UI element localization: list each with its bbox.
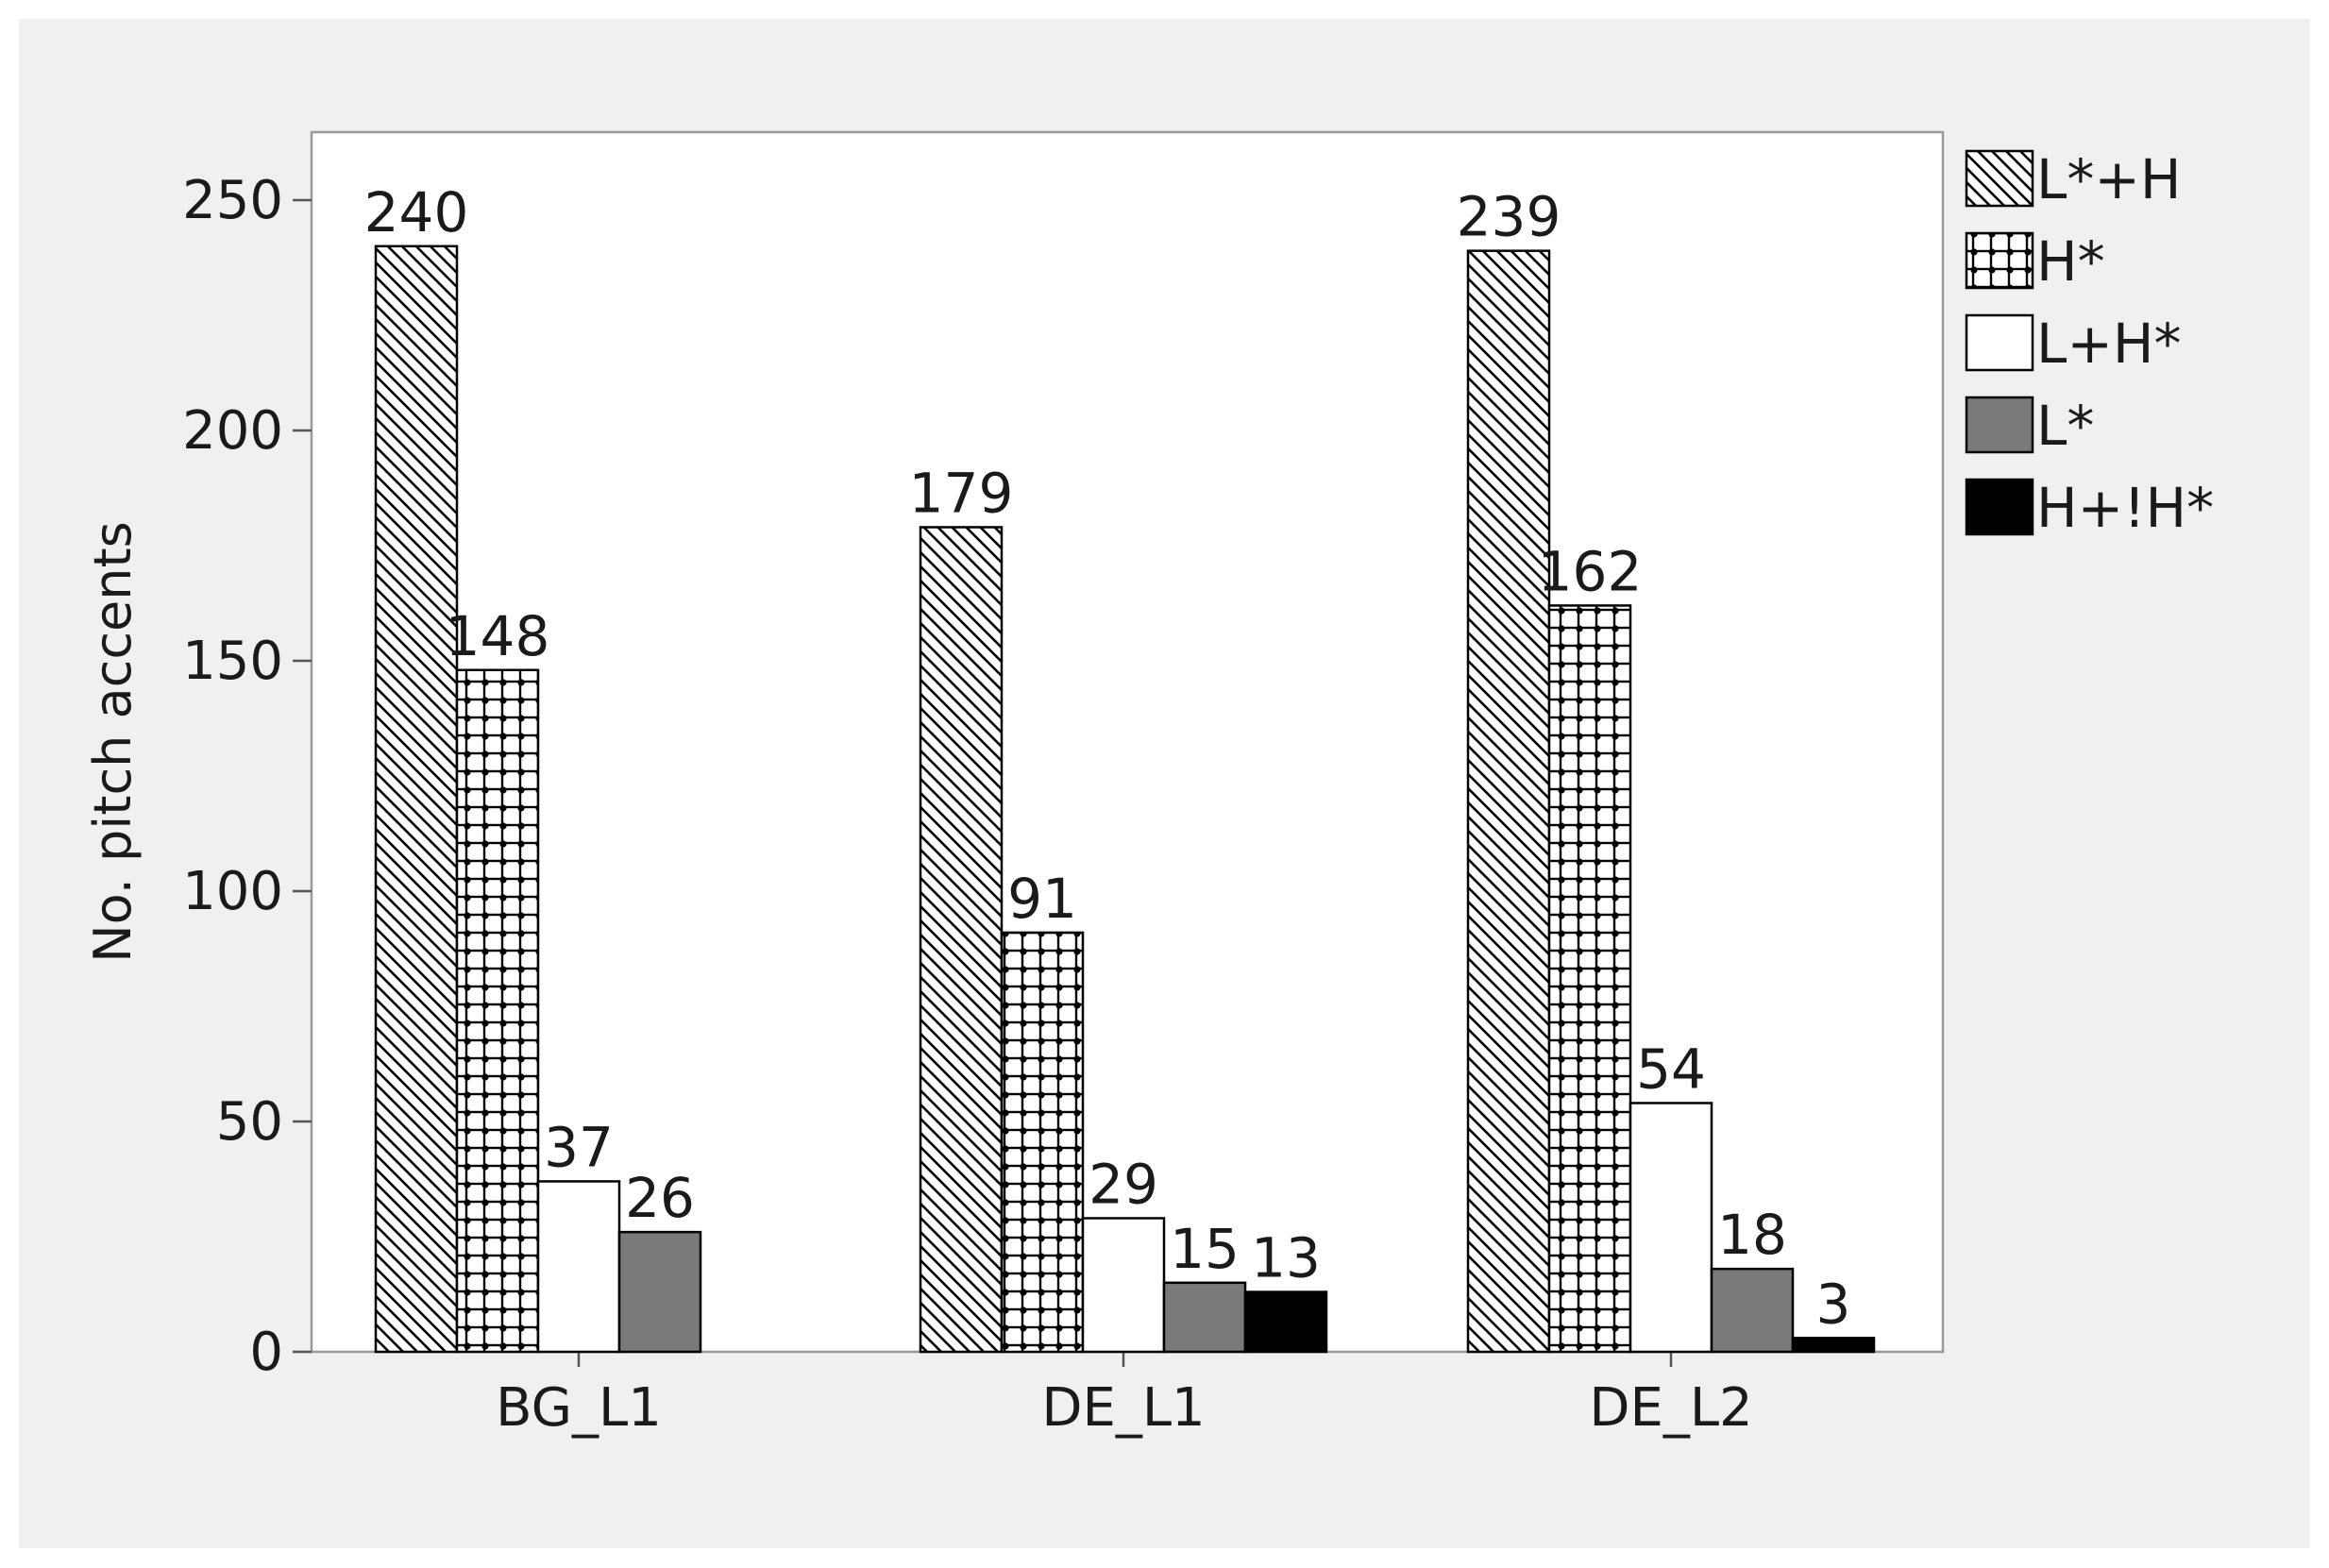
legend-swatch [1965,478,2034,536]
bar-L+H* [536,1180,621,1354]
y-tick-label: 100 [182,861,283,922]
y-axis-title: No. pitch accents [83,521,143,963]
legend-label: H+!H* [2036,476,2214,540]
y-axis: 0 50 100 150 200 250 [182,170,312,1383]
x-tick-label: DE_L2 [1589,1377,1752,1439]
bar-value-label: 18 [1717,1203,1787,1267]
bar-value-label: 91 [1007,867,1077,931]
bar-H* [1547,604,1632,1354]
bar-value-label: 54 [1636,1037,1706,1101]
bar-L+H* [1629,1102,1713,1354]
bar-L* [1710,1267,1795,1354]
data-labels: 240 179 239 148 91 162 37 29 54 26 15 18 13 3 [364,180,1851,1337]
y-tick-label: 150 [182,631,283,692]
bar-L* [1162,1281,1247,1354]
legend-label: L+H* [2036,312,2182,376]
bar-H+!H* [1791,1337,1876,1354]
legend-swatch [1965,313,2034,372]
y-tick-label: 0 [249,1322,283,1383]
x-tick-label: BG_L1 [496,1377,662,1439]
bar-L*+H [1466,249,1551,1354]
bar-H+!H* [1243,1290,1328,1354]
bars [374,244,1876,1354]
bar-L*+H [374,244,459,1354]
legend-label: L* [2036,394,2094,458]
bar-H* [1000,931,1085,1354]
bar-value-label: 37 [544,1115,614,1179]
bar-value-label: 13 [1251,1226,1321,1290]
legend-swatch [1965,396,2034,454]
bar-value-label: 240 [364,180,469,244]
bar-value-label: 26 [625,1166,695,1230]
bar-value-label: 148 [446,604,550,668]
bar-value-label: 162 [1538,539,1643,603]
legend-label: L*+H [2036,147,2182,211]
bar-value-label: 15 [1170,1217,1240,1281]
legend-swatch [1965,231,2034,290]
bar-H* [455,668,540,1354]
y-tick-label: 200 [182,400,283,462]
bar-L*+H [919,526,1004,1354]
legend-label: H* [2036,229,2105,294]
bar-value-label: 179 [909,461,1014,525]
chart-figure: 0 50 100 150 200 250 BG_L1 DE_L1 DE_L2 240 179 23… [19,19,2310,1548]
legend: L*+H H* L+H* L* H+!H* [1965,147,2214,540]
legend-swatch [1965,149,2034,208]
bar-value-label: 239 [1457,185,1561,249]
bar-chart: 0 50 100 150 200 250 BG_L1 DE_L1 DE_L2 240 179 23… [83,130,2214,1439]
x-tick-label: DE_L1 [1041,1377,1205,1439]
y-tick-label: 50 [216,1091,283,1153]
bar-L* [617,1230,702,1354]
bar-value-label: 29 [1089,1152,1158,1216]
y-tick-label: 250 [182,170,283,231]
bar-value-label: 3 [1816,1272,1851,1336]
x-axis: BG_L1 DE_L1 DE_L2 [496,1352,1753,1439]
bar-L+H* [1081,1217,1166,1354]
